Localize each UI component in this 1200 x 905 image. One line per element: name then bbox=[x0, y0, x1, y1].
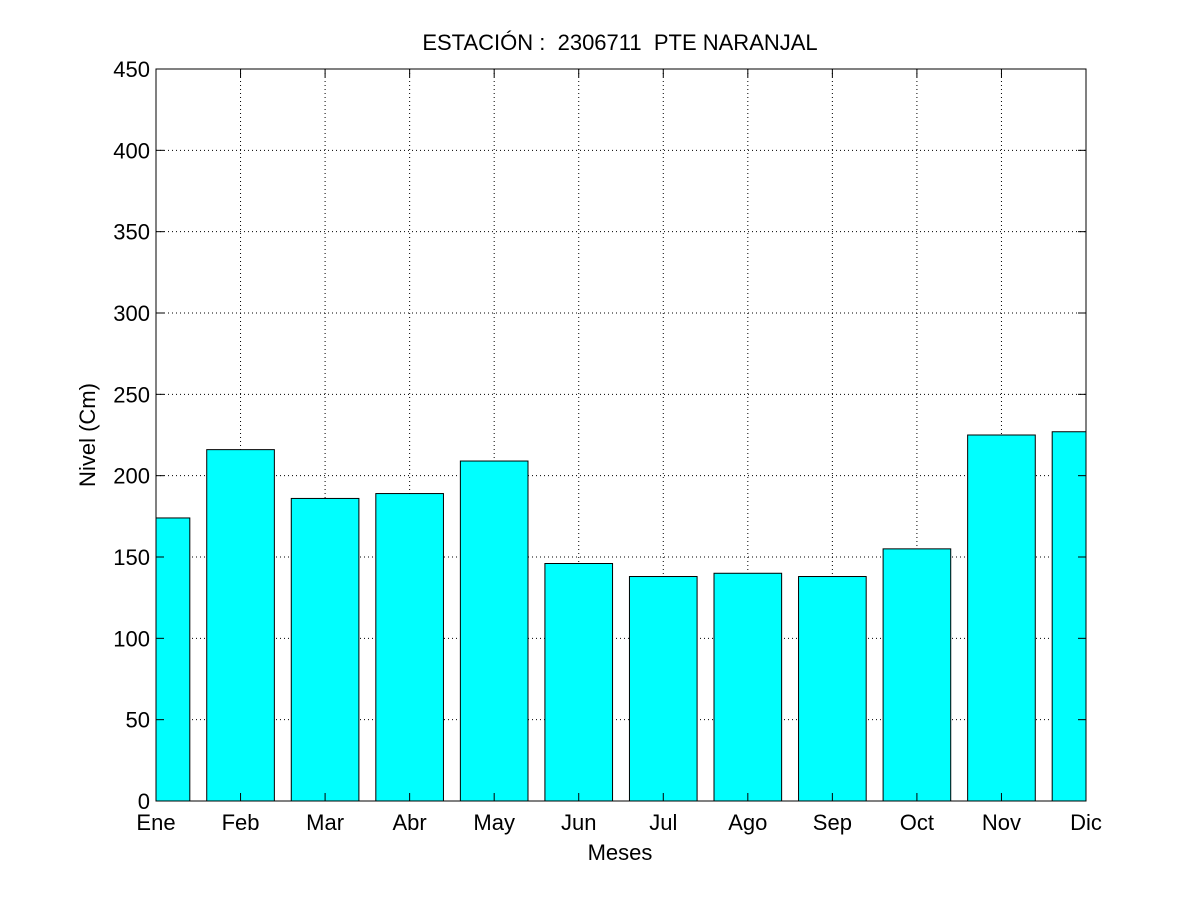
bar-abr bbox=[375, 493, 444, 802]
bar-jun bbox=[544, 563, 614, 802]
bar-feb bbox=[206, 449, 275, 802]
x-tick-label-ago: Ago bbox=[728, 810, 767, 835]
y-tick-label: 450 bbox=[113, 57, 150, 82]
chart-title: ESTACIÓN : 2306711 PTE NARANJAL bbox=[422, 30, 817, 55]
bar-oct bbox=[882, 548, 952, 802]
x-tick-label-feb: Feb bbox=[222, 810, 260, 835]
x-tick-label-abr: Abr bbox=[393, 810, 427, 835]
x-tick-labels: Ene Feb Mar Abr May Jun Jul Ago Sep Oct Nov Dic bbox=[136, 810, 1101, 835]
y-tick-label: 150 bbox=[113, 545, 150, 570]
bar-sep bbox=[798, 576, 867, 802]
x-axis-label: Meses bbox=[588, 840, 653, 865]
x-tick-label-may: May bbox=[473, 810, 515, 835]
grid-lines bbox=[156, 69, 1086, 801]
x-tick-label-sep: Sep bbox=[813, 810, 852, 835]
x-tick-label-nov: Nov bbox=[982, 810, 1021, 835]
plot-frame bbox=[155, 68, 1087, 802]
x-tick-label-mar: Mar bbox=[306, 810, 344, 835]
y-tick-label: 250 bbox=[113, 382, 150, 407]
y-tick-label: 100 bbox=[113, 626, 150, 651]
y-tick-label: 400 bbox=[113, 138, 150, 163]
y-axis-label: Nivel (Cm) bbox=[75, 383, 100, 487]
x-tick-label-jun: Jun bbox=[561, 810, 596, 835]
bar-ago bbox=[713, 572, 783, 802]
y-tick-label: 50 bbox=[126, 708, 150, 733]
bar-dic bbox=[1051, 431, 1087, 802]
bar-mar bbox=[290, 497, 360, 802]
x-tick-label-dic: Dic bbox=[1070, 810, 1102, 835]
bar-nov bbox=[967, 434, 1036, 802]
bar-may bbox=[459, 460, 529, 802]
bar-jul bbox=[628, 576, 698, 802]
ticks bbox=[155, 68, 1087, 802]
y-tick-label: 350 bbox=[113, 220, 150, 245]
bar-ene bbox=[155, 517, 191, 802]
y-tick-label: 300 bbox=[113, 301, 150, 326]
x-tick-label-ene: Ene bbox=[136, 810, 175, 835]
y-tick-labels: 0 50 100 150 200 250 300 350 400 450 bbox=[113, 57, 150, 814]
y-tick-label: 200 bbox=[113, 464, 150, 489]
y-tick-label: 0 bbox=[138, 789, 150, 814]
x-tick-label-jul: Jul bbox=[649, 810, 677, 835]
x-tick-label-oct: Oct bbox=[900, 810, 934, 835]
